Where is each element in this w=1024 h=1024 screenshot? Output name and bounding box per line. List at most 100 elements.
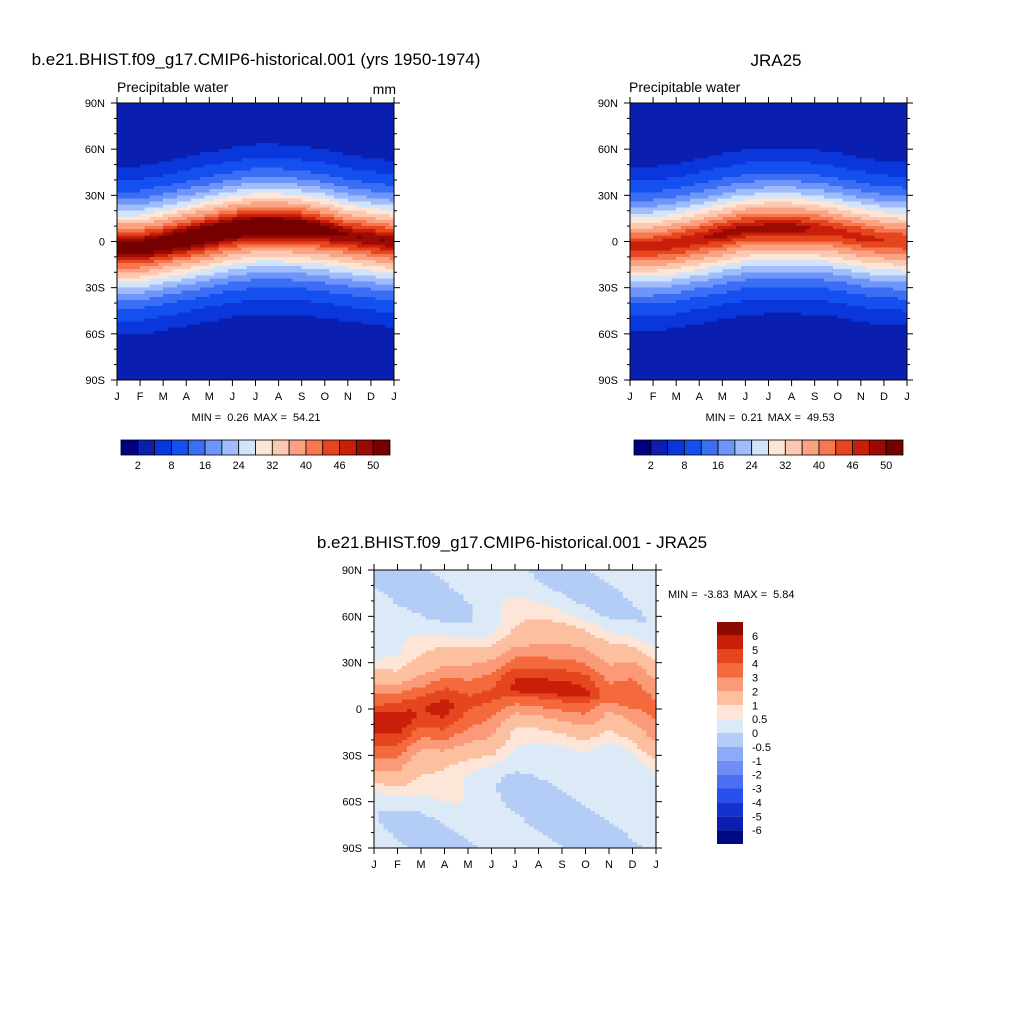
field-cell <box>310 179 317 184</box>
field-cell <box>343 324 349 329</box>
field-cell <box>186 272 192 276</box>
field-cell <box>287 250 294 255</box>
field-cell <box>117 139 123 144</box>
field-cell <box>283 269 289 273</box>
field-cell <box>149 250 155 255</box>
field-cell <box>352 207 358 212</box>
field-cell <box>292 333 298 338</box>
field-cell <box>121 192 127 196</box>
field-cell <box>167 281 173 286</box>
field-cell <box>241 287 247 292</box>
field-cell <box>255 318 261 323</box>
field-cell <box>163 321 169 326</box>
field-cell <box>297 192 303 196</box>
field-cell <box>269 355 275 360</box>
field-cell <box>149 103 155 107</box>
field-cell <box>204 213 210 218</box>
field-cell <box>163 127 169 132</box>
field-cell <box>264 339 270 344</box>
field-cell <box>333 143 340 147</box>
field-cell <box>361 339 367 344</box>
field-cell <box>320 210 326 215</box>
field-cell <box>366 324 372 329</box>
field-cell <box>329 149 335 153</box>
field-cell <box>140 275 146 280</box>
field-cell <box>213 238 220 243</box>
field-cell <box>200 284 206 289</box>
field-cell <box>315 112 321 116</box>
field-cell <box>186 176 192 181</box>
field-cell <box>237 103 243 107</box>
field-cell <box>186 219 192 224</box>
field-cell <box>227 207 234 212</box>
field-cell <box>130 146 137 150</box>
field-cell <box>140 106 146 110</box>
field-cell <box>361 232 367 236</box>
field-cell <box>149 192 155 196</box>
field-cell <box>213 204 220 209</box>
field-cell <box>149 259 155 264</box>
field-cell <box>213 198 220 203</box>
field-cell <box>324 275 330 280</box>
field-cell <box>158 355 164 360</box>
field-cell <box>343 330 349 335</box>
field-cell <box>283 207 289 212</box>
field-cell <box>329 167 335 172</box>
field-cell <box>223 250 229 255</box>
field-cell <box>260 263 266 267</box>
field-cell <box>306 173 312 178</box>
field-cell <box>260 296 266 301</box>
field-cell <box>343 349 349 353</box>
field-cell <box>278 133 284 138</box>
field-cell <box>306 349 312 353</box>
field-cell <box>153 173 160 178</box>
field-cell <box>269 173 275 178</box>
field-cell <box>186 253 192 258</box>
field-cell <box>338 275 344 280</box>
field-cell <box>121 355 127 360</box>
field-cell <box>153 272 160 276</box>
field-cell <box>195 235 201 240</box>
field-cell <box>389 143 394 147</box>
field-cell <box>260 309 266 313</box>
field-cell <box>375 303 381 307</box>
field-cell <box>186 278 192 283</box>
field-cell <box>269 321 275 326</box>
field-cell <box>167 321 173 326</box>
field-cell <box>255 109 261 113</box>
field-cell <box>269 192 275 196</box>
field-cell <box>158 278 164 283</box>
field-cell <box>167 269 173 273</box>
field-cell <box>338 186 344 190</box>
field-cell <box>117 266 123 270</box>
field-cell <box>213 183 220 187</box>
field-cell <box>384 112 390 116</box>
field-cell <box>278 339 284 344</box>
field-cell <box>130 127 137 132</box>
field-cell <box>297 303 303 307</box>
field-cell <box>292 152 298 156</box>
field-cell <box>255 339 261 344</box>
field-cell <box>181 287 187 292</box>
field-cell <box>269 149 275 153</box>
field-cell <box>149 207 155 212</box>
field-cell <box>264 278 270 283</box>
field-cell <box>158 121 164 126</box>
field-cell <box>172 130 178 135</box>
field-cell <box>172 149 178 153</box>
field-cell <box>209 121 215 126</box>
field-cell <box>117 272 123 276</box>
field-cell <box>389 312 394 316</box>
field-cell <box>370 232 377 236</box>
field-cell <box>177 127 183 132</box>
field-cell <box>130 330 137 335</box>
field-cell <box>255 207 261 212</box>
field-cell <box>384 235 390 240</box>
field-cell <box>260 336 266 341</box>
field-cell <box>352 281 358 286</box>
field-cell <box>181 198 187 203</box>
field-cell <box>172 204 178 209</box>
field-cell <box>130 309 137 313</box>
field-cell <box>144 278 150 283</box>
field-cell <box>347 349 354 353</box>
